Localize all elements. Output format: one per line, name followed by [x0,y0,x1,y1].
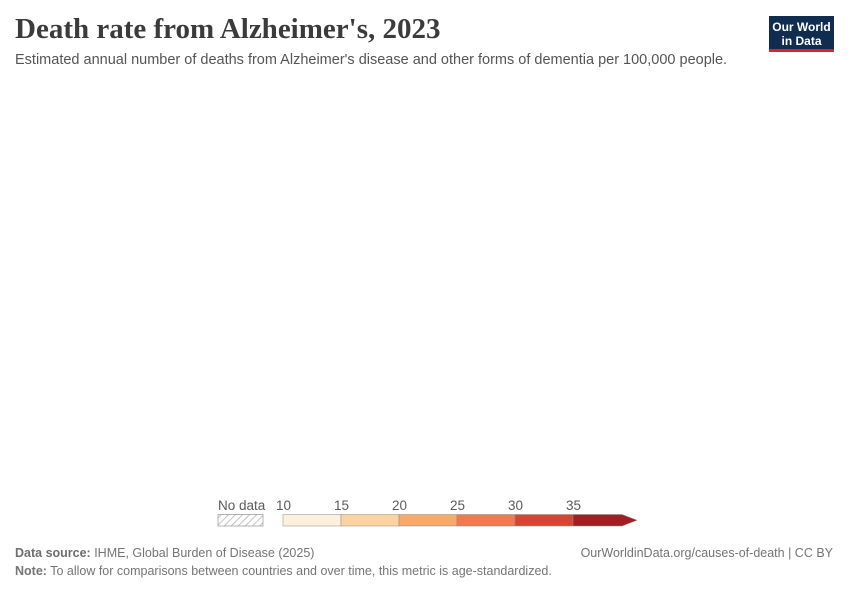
svg-text:35: 35 [566,498,581,513]
svg-text:No data: No data [218,498,266,513]
svg-text:30: 30 [508,498,523,513]
svg-text:25: 25 [450,498,465,513]
svg-text:20: 20 [392,498,407,513]
svg-text:15: 15 [334,498,349,513]
svg-text:10: 10 [276,498,291,513]
